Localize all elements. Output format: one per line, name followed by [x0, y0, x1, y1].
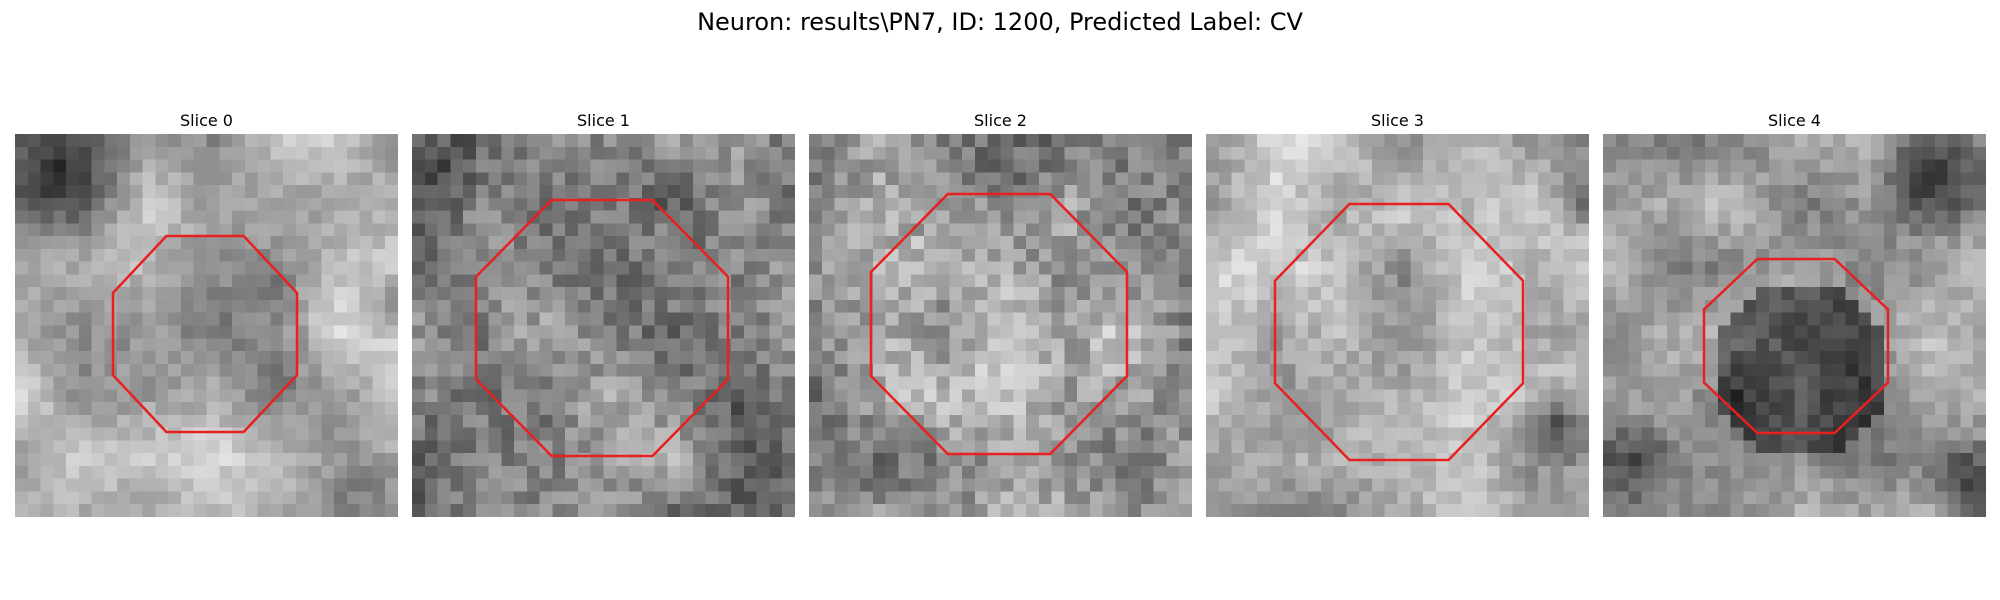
figure-title: Neuron: results\PN7, ID: 1200, Predicted…: [697, 8, 1303, 36]
slice-title-0: Slice 0: [180, 111, 233, 130]
slice-panel-2: Slice 2: [809, 108, 1192, 517]
slice-panel-4: Slice 4: [1603, 108, 1986, 517]
slice-image-0: [15, 134, 398, 517]
slice-canvas-3: [1206, 134, 1589, 517]
slice-image-1: [412, 134, 795, 517]
slice-canvas-4: [1603, 134, 1986, 517]
slice-image-3: [1206, 134, 1589, 517]
slice-canvas-1: [412, 134, 795, 517]
slice-canvas-2: [809, 134, 1192, 517]
slice-panel-3: Slice 3: [1206, 108, 1589, 517]
slice-panel-1: Slice 1: [412, 108, 795, 517]
slice-title-2: Slice 2: [974, 111, 1027, 130]
slice-title-4: Slice 4: [1768, 111, 1821, 130]
slice-title-3: Slice 3: [1371, 111, 1424, 130]
slice-canvas-0: [15, 134, 398, 517]
slice-panel-0: Slice 0: [15, 108, 398, 517]
slice-image-2: [809, 134, 1192, 517]
slice-image-4: [1603, 134, 1986, 517]
slice-title-1: Slice 1: [577, 111, 630, 130]
